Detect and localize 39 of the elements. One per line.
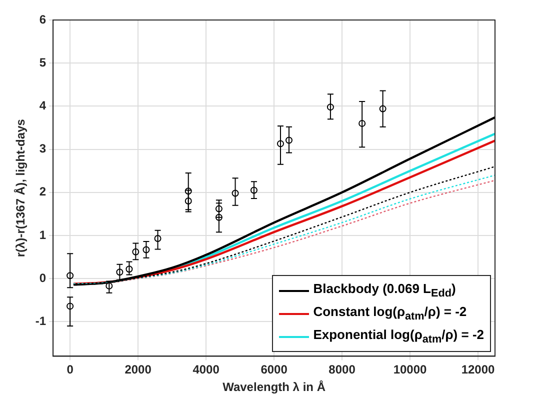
- x-tick-label: 4000: [192, 362, 220, 377]
- y-axis-title: r(λ)-r(1367 Å), light-days: [14, 118, 28, 258]
- x-tick-label: 10000: [393, 362, 428, 377]
- point: [126, 266, 133, 273]
- point: [379, 105, 386, 112]
- y-tick-label: 5: [39, 55, 46, 70]
- point: [154, 235, 162, 242]
- point: [184, 188, 192, 195]
- point: [215, 214, 222, 221]
- y-tick-label: 3: [39, 142, 46, 156]
- y-tick-label: 1: [39, 228, 46, 242]
- point: [66, 272, 74, 280]
- x-tick-label: 6000: [260, 362, 288, 377]
- x-tick-label: 0: [66, 362, 74, 377]
- point: [276, 140, 284, 148]
- point: [184, 198, 192, 205]
- point: [250, 186, 258, 194]
- y-tick-label: 2: [39, 184, 46, 199]
- y-tick-label: 6: [39, 12, 46, 26]
- point: [106, 282, 113, 290]
- point: [358, 120, 366, 127]
- legend-label: Exponential log(ρ$_{atm}$/ρ) = -2: [313, 327, 484, 346]
- y-tick-label: 4: [39, 98, 46, 113]
- legend-label: Constant log(ρ$_{atm}$/ρ) = -2: [313, 304, 467, 323]
- point: [66, 302, 74, 310]
- x-tick-label: 2000: [124, 362, 152, 377]
- point: [142, 246, 150, 254]
- y-tick-label: -1: [35, 314, 46, 328]
- x-axis-title: Wavelength λ in Å: [222, 380, 326, 394]
- x-tick-label: 12000: [461, 362, 496, 377]
- point: [285, 136, 292, 144]
- point: [132, 248, 140, 256]
- point: [215, 205, 222, 212]
- legend-label: Blackbody (0.069 L$_{Edd}$): [313, 281, 456, 300]
- x-tick-label: 8000: [328, 362, 356, 377]
- point: [232, 190, 239, 197]
- point: [116, 268, 124, 276]
- y-tick-label: 0: [39, 270, 46, 285]
- point: [326, 104, 334, 111]
